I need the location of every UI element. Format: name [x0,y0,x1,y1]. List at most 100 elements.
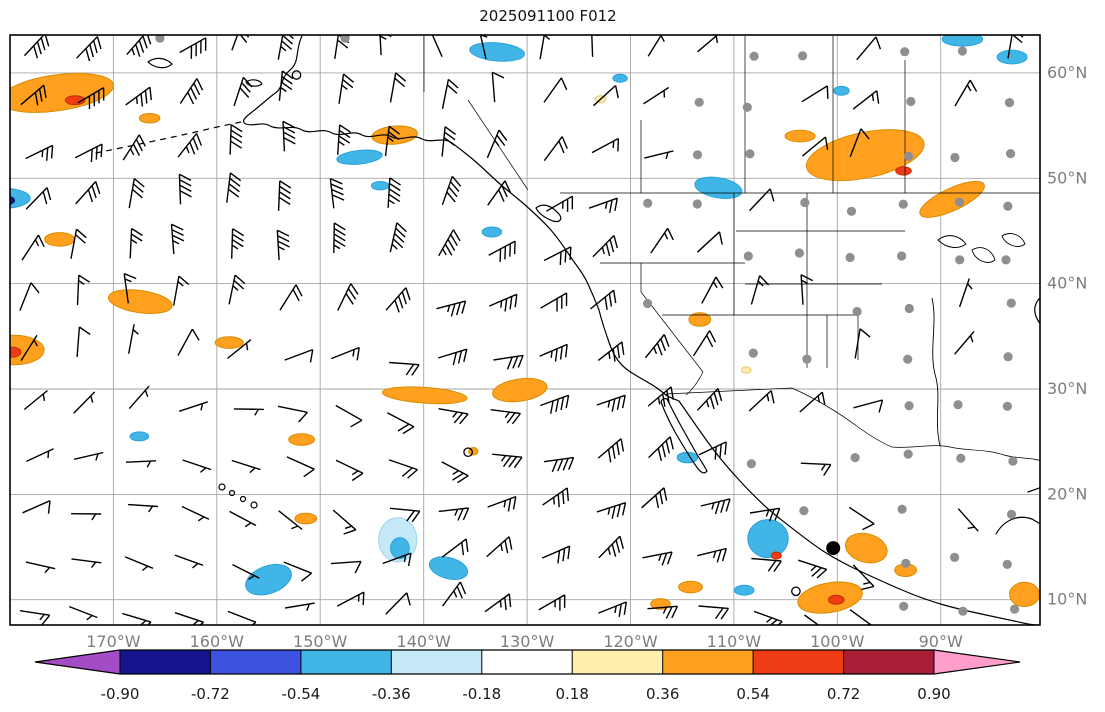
wind-barb [226,339,252,360]
wind-barb [21,234,45,261]
wind-barb [332,509,357,535]
wind-barb [848,506,875,531]
lon-tick-label: 110°W [707,632,762,651]
anomaly-patch-orange [288,433,316,446]
wind-barb [644,334,670,359]
wind-barb [591,35,599,57]
station-dot [1004,98,1015,108]
wind-barb [441,461,469,484]
wind-barb [226,172,242,203]
station-dot [746,459,757,469]
lon-tick-label: 160°W [190,632,245,651]
wind-barb [128,385,150,410]
calm-circle-icon [791,586,801,597]
station-dot [900,47,910,57]
wind-barb [126,35,152,57]
wind-barb [331,346,360,361]
wind-barb [19,610,51,625]
wind-barb [233,76,253,107]
colorbar-tick-label: 0.54 [736,685,769,703]
wind-barb [20,334,38,361]
station-dot [845,252,855,263]
hawaii-island [218,483,226,491]
wind-barb [801,85,829,103]
wind-barb [123,272,137,304]
wind-barb [336,591,365,607]
station-dot [956,453,966,463]
colorbar-tick-label: -0.72 [191,685,230,703]
station-dot [799,506,809,516]
wind-barb [753,610,783,625]
station-dot [800,197,810,208]
wind-barb [179,78,204,105]
anomaly-patch-orange [107,289,173,314]
anomaly-patch-blue [370,181,390,191]
wind-barb [182,459,212,473]
colorbar-tick-label: -0.36 [372,685,411,703]
wind-barb [849,609,873,625]
wind-barb [431,35,443,57]
wind-barb [170,223,185,255]
mexico-border-gulf-coast [665,387,1040,461]
wind-barb [77,86,105,110]
wind-barb [20,84,47,106]
colorbar-right-arrow [934,650,1020,674]
wind-barb [543,77,568,103]
station-dot [749,51,759,61]
lat-tick-label: 60°N [1047,63,1087,82]
storm-dot-icon [826,541,841,556]
wind-barb [854,328,871,359]
colorbar-tick-label: 0.90 [917,685,950,703]
wind-barb [76,326,91,357]
anomaly-patch-blue [428,556,469,580]
wind-barb [179,37,207,59]
wind-barb [284,602,315,611]
wind-barb [76,274,91,306]
station-dot [1006,149,1016,159]
colorbar-segment [120,650,211,674]
wind-barb [441,175,462,206]
wind-barb [284,348,314,363]
colorbar-segment [481,650,573,674]
wind-barb [441,538,469,558]
wind-barb [540,292,568,312]
anomaly-patch-orange [650,598,671,610]
anomaly-patch-blue [481,226,503,238]
anomaly-patch-red [828,594,845,605]
vancouver-island [535,204,562,223]
wind-barb [642,551,673,566]
anomaly-patches [10,35,1040,614]
wind-barb [849,128,870,158]
anomaly-patch-orange [844,532,888,564]
colorbar-tick-label: -0.18 [462,685,501,703]
wind-barb [490,409,521,425]
anomaly-patch-orange [919,180,985,218]
anomaly-patch-blue [733,584,755,596]
station-dot [1010,604,1020,614]
anomaly-patch-orange [10,72,114,113]
wind-barb [804,614,820,625]
wind-barb [441,78,459,109]
station-dot [954,197,965,207]
wind-barb [543,246,572,265]
anomaly-patch-orange [381,386,468,405]
wind-barb [25,561,56,574]
station-dot [802,354,812,364]
wind-barb [283,561,313,582]
station-dot [903,354,913,364]
anomaly-patch-orange [688,312,712,327]
wind-barb [277,35,294,60]
anomaly-patch-navy [10,196,16,205]
wind-barb [338,73,355,104]
wind-barb [954,79,978,107]
wind-barb [227,610,257,625]
station-dots [155,35,1020,616]
station-dot [155,35,165,43]
wind-barb [484,593,512,613]
wind-barb [382,552,412,567]
great-lakes [937,233,1026,263]
wind-barb [177,133,203,158]
wind-barb [71,513,102,521]
wind-barb [539,343,568,362]
